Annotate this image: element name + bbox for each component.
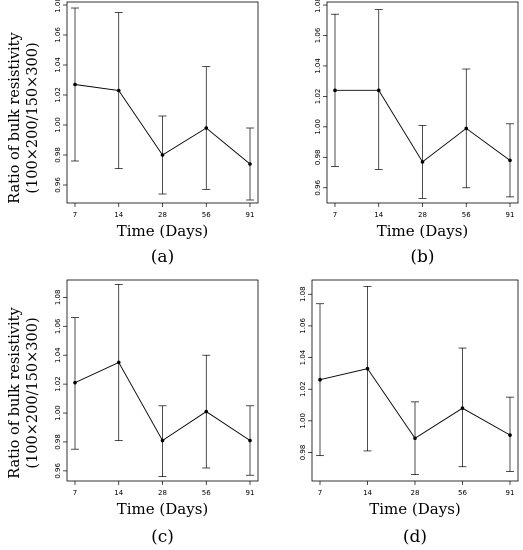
data-point — [116, 88, 121, 93]
data-point — [73, 82, 77, 87]
y-tick-label: 1.06 — [54, 27, 62, 43]
y-tick-label: 0.98 — [299, 445, 307, 461]
x-tick-label: 91 — [246, 489, 255, 497]
y-tick-label: 1.02 — [299, 381, 307, 397]
x-axis-label: Time (Days) — [117, 222, 209, 240]
x-tick-label: 28 — [411, 489, 420, 497]
y-axis-label-line2: (100×200/150×300) — [25, 42, 41, 193]
y-tick-label: 1.08 — [54, 290, 62, 306]
y-axis-label-bottom: Ratio of bulk resistivity (100×200/150×3… — [7, 306, 41, 478]
panel-d: 0.98 1.00 1.02 1.04 1.06 1.08 7 14 28 56 91 Time (D… — [299, 279, 519, 547]
data-point — [248, 162, 252, 166]
x-tick-label: 14 — [374, 211, 383, 219]
x-axis-label: Time (Days) — [377, 222, 469, 240]
x-tick-label: 14 — [114, 211, 123, 219]
x-tick-label: 7 — [333, 211, 337, 219]
data-point — [160, 438, 165, 443]
x-tick-label: 28 — [158, 211, 167, 219]
y-tick-label: 1.02 — [54, 87, 62, 103]
data-point — [116, 360, 121, 365]
y-tick-label: 0.98 — [54, 147, 62, 163]
panel-b: 0.96 0.98 1.00 1.02 1.04 1.06 1.08 7 14 28 56 91 Tim… — [314, 0, 519, 267]
y-tick-label: 1.02 — [54, 376, 62, 392]
y-tick-label: 1.06 — [314, 27, 322, 43]
y-tick-label: 1.06 — [299, 318, 307, 334]
y-tick-label: 1.04 — [299, 349, 307, 365]
panel-a: 0.96 0.98 1.00 1.02 1.04 1.06 1.08 7 14 28 56 91 Tim… — [54, 0, 259, 267]
data-point — [248, 438, 252, 443]
data-point — [365, 366, 370, 371]
y-tick-label: 0.96 — [314, 179, 322, 195]
y-tick-label: 1.04 — [54, 57, 62, 73]
panel-label: (a) — [151, 247, 174, 267]
x-tick-label: 56 — [462, 211, 471, 219]
data-point — [204, 409, 209, 414]
y-tick-label: 1.08 — [54, 0, 62, 13]
y-tick-label: 1.00 — [54, 405, 62, 421]
x-tick-label: 56 — [458, 489, 467, 497]
y-axis-label-line1: Ratio of bulk resistivity — [7, 306, 23, 478]
data-point — [376, 88, 381, 93]
panel-label: (b) — [410, 247, 434, 267]
x-tick-label: 91 — [506, 211, 515, 219]
data-point — [464, 126, 469, 131]
y-tick-label: 1.00 — [54, 117, 62, 133]
x-tick-label: 14 — [114, 489, 123, 497]
panel-label: (c) — [151, 527, 174, 547]
y-tick-label: 1.00 — [299, 413, 307, 429]
data-point — [204, 126, 209, 130]
x-tick-label: 7 — [73, 211, 77, 219]
y-tick-label: 1.02 — [314, 89, 322, 105]
x-tick-label: 28 — [158, 489, 167, 497]
data-point — [73, 380, 77, 385]
x-tick-label: 56 — [202, 211, 211, 219]
data-point — [420, 160, 425, 164]
y-tick-label: 1.08 — [299, 286, 307, 302]
y-tick-label: 1.04 — [314, 58, 322, 74]
y-tick-label: 1.00 — [314, 119, 322, 135]
data-point — [160, 153, 165, 157]
x-tick-label: 7 — [318, 489, 322, 497]
x-axis-label: Time (Days) — [369, 500, 461, 518]
y-tick-label: 1.06 — [54, 318, 62, 334]
data-point — [333, 88, 337, 93]
y-tick-label: 0.96 — [54, 177, 62, 193]
x-tick-label: 91 — [246, 211, 255, 219]
y-axis-label-line1: Ratio of bulk resistivity — [7, 31, 23, 203]
x-tick-label: 14 — [363, 489, 372, 497]
y-tick-label: 0.98 — [314, 150, 322, 166]
y-tick-label: 0.96 — [54, 463, 62, 479]
data-point — [460, 406, 465, 410]
data-point — [413, 436, 417, 441]
y-tick-label: 0.98 — [54, 434, 62, 450]
x-tick-label: 28 — [418, 211, 427, 219]
y-tick-label: 1.08 — [314, 0, 322, 13]
y-tick-label: 1.04 — [54, 347, 62, 363]
y-axis-label-top: Ratio of bulk resistivity (100×200/150×3… — [7, 31, 41, 203]
panel-c: 0.96 0.98 1.00 1.02 1.04 1.06 1.08 7 14 28 56 91 Tim… — [54, 279, 259, 547]
data-point — [318, 377, 322, 382]
data-point — [508, 433, 512, 437]
y-axis-label-line2: (100×200/150×300) — [25, 317, 41, 468]
x-tick-label: 91 — [506, 489, 515, 497]
data-point — [508, 158, 512, 163]
x-tick-label: 7 — [73, 489, 77, 497]
x-axis-label: Time (Days) — [117, 500, 209, 518]
x-tick-label: 56 — [202, 489, 211, 497]
panel-label: (d) — [403, 527, 427, 547]
